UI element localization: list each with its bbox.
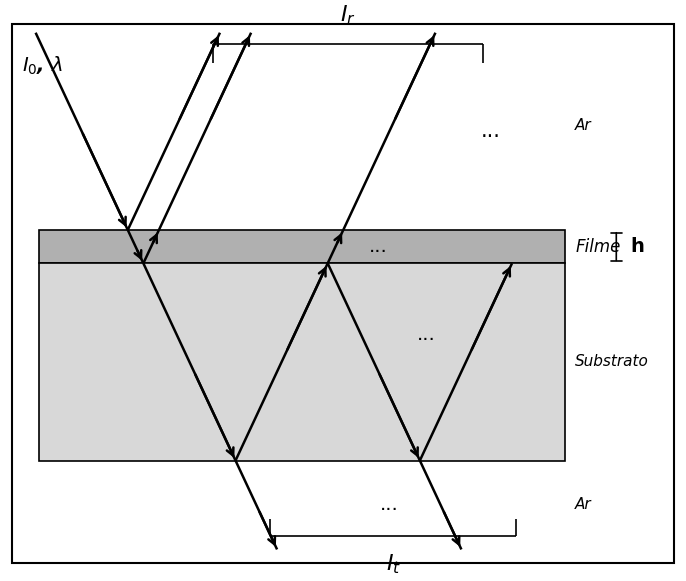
Bar [39, 230, 565, 263]
Text: Substrato: Substrato [576, 354, 649, 370]
Text: Ar: Ar [576, 497, 592, 512]
Text: $I_0$, $\lambda$: $I_0$, $\lambda$ [22, 55, 62, 77]
Bar [39, 263, 565, 461]
Text: ...: ... [417, 325, 436, 343]
Text: h: h [630, 237, 644, 256]
Text: ...: ... [380, 496, 399, 515]
Text: $I_t$: $I_t$ [386, 552, 401, 576]
Text: Ar: Ar [576, 119, 592, 133]
Text: ...: ... [480, 121, 500, 141]
Text: $I_r$: $I_r$ [340, 3, 356, 27]
Text: ...: ... [369, 237, 388, 256]
Text: Filme: Filme [576, 238, 621, 256]
